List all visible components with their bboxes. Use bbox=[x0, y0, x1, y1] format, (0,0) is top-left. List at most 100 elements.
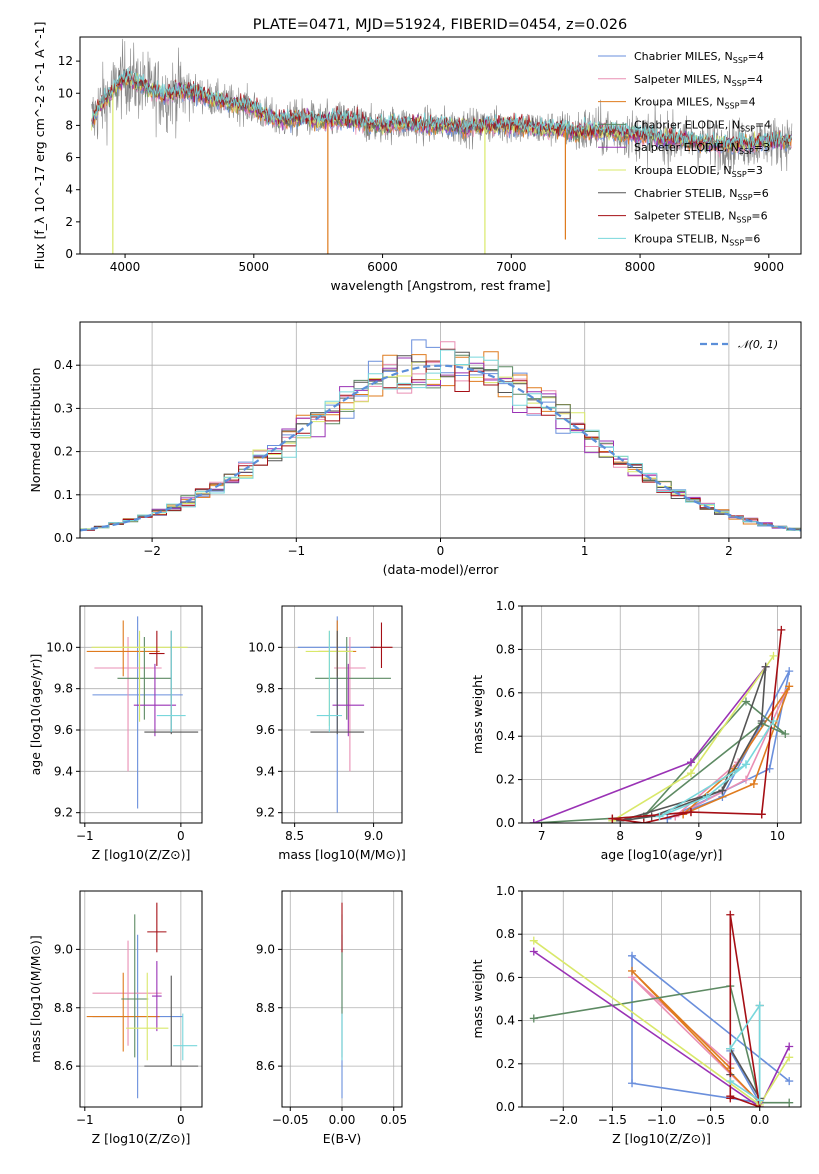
x-axis-label: wavelength [Angstrom, rest frame] bbox=[330, 278, 550, 293]
x-tick-label: 10 bbox=[770, 829, 785, 843]
weight-point-marker bbox=[777, 625, 786, 634]
x-tick-label: 0 bbox=[177, 829, 185, 843]
normal-curve bbox=[80, 364, 801, 532]
weight-series-line bbox=[631, 970, 761, 1104]
legend-label: Salpeter STELIB, NSSP=6 bbox=[634, 210, 768, 225]
chart-mass-age: 8.5 9.0 9.2 9.4 9.6 9.8 10.0 mass [log10(M/M⊙)] bbox=[248, 605, 406, 862]
plot-area bbox=[80, 339, 801, 533]
y-tick-label: 8 bbox=[65, 118, 73, 132]
legend-label: Chabrier MILES, NSSP=4 bbox=[634, 50, 764, 65]
weight-point-marker bbox=[741, 775, 750, 784]
plot-area bbox=[529, 625, 794, 823]
y-tick-label: 9.4 bbox=[256, 764, 275, 778]
y-tick-label: 0.2 bbox=[496, 1057, 515, 1071]
weight-series-line bbox=[729, 914, 761, 1107]
weight-point-marker bbox=[529, 947, 538, 956]
y-tick-label: 9.4 bbox=[54, 764, 73, 778]
weight-series-line bbox=[612, 629, 783, 823]
x-tick-label: 1 bbox=[581, 544, 589, 558]
x-tick-label: 7000 bbox=[496, 260, 527, 274]
weight-point-marker bbox=[726, 1077, 735, 1086]
weight-series-line bbox=[729, 1002, 761, 1102]
legend-label: Chabrier ELODIE, NSSP=4 bbox=[634, 118, 771, 133]
y-tick-label: 0.1 bbox=[54, 488, 73, 502]
y-tick-label: 0.0 bbox=[496, 1100, 515, 1114]
legend-label-sub: SSP bbox=[736, 216, 751, 225]
weight-series-line bbox=[533, 985, 790, 1104]
legend-label-main: Chabrier MILES, N bbox=[634, 50, 733, 63]
y-tick-label: 0.8 bbox=[496, 642, 515, 656]
weight-series-line bbox=[667, 670, 790, 820]
weight-point-marker bbox=[755, 1001, 764, 1010]
y-tick-label: 0 bbox=[65, 247, 73, 261]
weight-point-marker bbox=[785, 1098, 794, 1107]
chart-spectrum: 4000 5000 6000 7000 8000 9000 0 2 4 6 8 10 12 wavelen… bbox=[32, 22, 802, 293]
axes-frame bbox=[281, 605, 403, 824]
weight-point-marker bbox=[529, 936, 538, 945]
weight-point-marker bbox=[686, 769, 695, 778]
y-tick-label: 10.0 bbox=[46, 640, 73, 654]
weight-point-marker bbox=[686, 808, 695, 817]
y-tick-label: 9.0 bbox=[54, 942, 73, 956]
x-tick-label: −1 bbox=[287, 544, 305, 558]
y-axis-label: mass [log10(M/M⊙)] bbox=[28, 935, 43, 1063]
y-tick-label: 2 bbox=[65, 215, 73, 229]
y-tick-label: 10.0 bbox=[248, 640, 275, 654]
y-tick-label: 0.4 bbox=[496, 1014, 515, 1028]
legend-label-main: Kroupa MILES, N bbox=[634, 96, 724, 109]
weight-series-line bbox=[659, 720, 775, 818]
x-tick-label: 9.0 bbox=[364, 829, 383, 843]
legend-label-suffix: =3 bbox=[747, 164, 763, 177]
legend-label: 𝒩(0, 1) bbox=[738, 338, 778, 351]
chart-ebv-mass: −0.05 0.00 0.05 8.6 8.8 9.0 E(B-V) bbox=[256, 890, 407, 1146]
x-axis-label: Z [log10(Z/Z⊙)] bbox=[92, 847, 191, 862]
y-tick-label: 1.0 bbox=[496, 599, 515, 613]
legend-label-sub: SSP bbox=[740, 124, 755, 133]
legend-label-sub: SSP bbox=[738, 193, 753, 202]
weight-point-marker bbox=[785, 1053, 794, 1062]
y-axis-label: Normed distribution bbox=[28, 368, 43, 493]
plot-area bbox=[529, 910, 794, 1107]
y-tick-label: 4 bbox=[65, 183, 73, 197]
axes-frame bbox=[521, 605, 802, 824]
model-spectrum-line bbox=[91, 67, 792, 150]
axes-frame bbox=[79, 36, 802, 255]
weight-series-line bbox=[533, 666, 767, 823]
x-tick-label: 8.5 bbox=[285, 829, 304, 843]
y-axis-label: mass weight bbox=[470, 675, 485, 754]
y-tick-label: 9.6 bbox=[54, 723, 73, 737]
weight-point-marker bbox=[769, 651, 778, 660]
x-tick-label: −1 bbox=[76, 1113, 94, 1127]
y-tick-label: 0.3 bbox=[54, 401, 73, 415]
figure-title: PLATE=0471, MJD=51924, FIBERID=0454, z=0… bbox=[253, 17, 627, 33]
legend-label-suffix: =6 bbox=[744, 232, 760, 245]
x-tick-label: 8000 bbox=[625, 260, 656, 274]
x-tick-label: 9 bbox=[695, 829, 703, 843]
legend-label-main: Salpeter MILES, N bbox=[634, 73, 732, 86]
x-tick-label: −2.0 bbox=[549, 1113, 578, 1127]
legend-label-main: Kroupa STELIB, N bbox=[634, 232, 729, 245]
y-tick-label: 0.4 bbox=[54, 358, 73, 372]
x-axis-label: age [log10(age/yr)] bbox=[601, 847, 723, 862]
legend-label: Chabrier STELIB, NSSP=6 bbox=[634, 187, 769, 202]
weight-point-marker bbox=[781, 730, 790, 739]
weight-point-marker bbox=[769, 717, 778, 726]
weight-series-line bbox=[619, 666, 767, 822]
legend-label-sub: SSP bbox=[729, 238, 744, 247]
y-tick-label: 0.6 bbox=[496, 686, 515, 700]
axes-frame bbox=[79, 605, 203, 824]
x-tick-label: −1.5 bbox=[598, 1113, 627, 1127]
y-axis-label: mass weight bbox=[470, 959, 485, 1038]
weight-point-marker bbox=[785, 667, 794, 676]
legend-label-suffix: =4 bbox=[748, 50, 764, 63]
y-tick-label: 0.4 bbox=[496, 729, 515, 743]
y-axis-label: age [log10(age/yr)] bbox=[28, 654, 43, 776]
x-tick-label: 7 bbox=[538, 829, 546, 843]
legend-label-suffix: =6 bbox=[753, 187, 769, 200]
x-tick-label: −2 bbox=[143, 544, 161, 558]
legend-label-sub: SSP bbox=[732, 170, 747, 179]
weight-point-marker bbox=[785, 682, 794, 691]
y-tick-label: 9.2 bbox=[256, 806, 275, 820]
legend-label-sub: SSP bbox=[733, 56, 748, 65]
weight-point-marker bbox=[686, 758, 695, 767]
